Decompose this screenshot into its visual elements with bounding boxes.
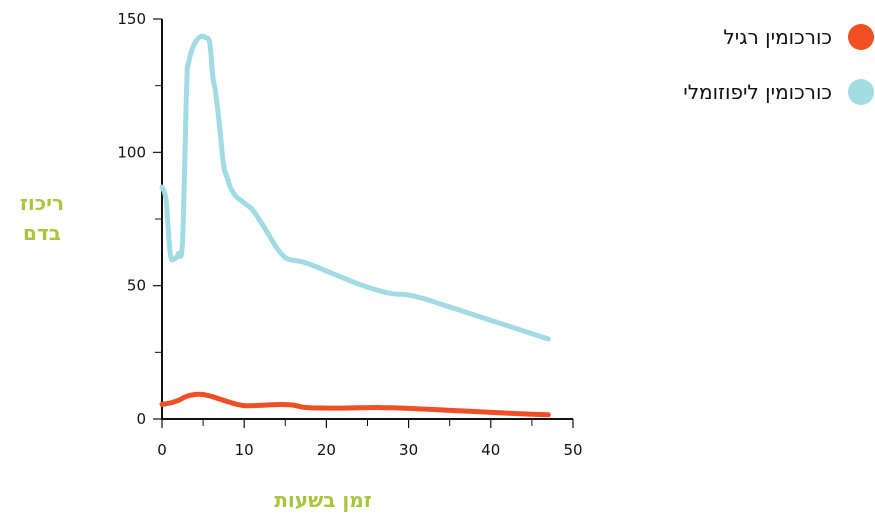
legend-marker-liposomal: [848, 79, 874, 105]
y-axis-title-line-1: ריכוז: [20, 191, 64, 215]
x-axis-title: זמן בשעות: [274, 488, 372, 512]
y-tick-label: 150: [117, 10, 146, 28]
plot-area: 0 10 20 30 40 50 0 50 100 150: [117, 10, 582, 459]
legend-label-regular: כורכומין רגיל: [723, 25, 832, 49]
x-tick-label: 30: [399, 441, 418, 459]
y-tick-label: 0: [136, 410, 146, 428]
legend-label-liposomal: כורכומין ליפוזומלי: [683, 80, 832, 104]
y-tick-label: 100: [117, 143, 146, 161]
series-line-liposomal: [159, 33, 551, 342]
series-group: [159, 33, 551, 418]
y-tick-label: 50: [127, 277, 146, 295]
legend-item-regular[interactable]: כורכומין רגיל: [723, 24, 874, 50]
x-tick-label: 50: [563, 441, 582, 459]
x-tick-label: 0: [157, 441, 167, 459]
legend-marker-regular: [848, 24, 874, 50]
y-axis: 0 50 100 150: [117, 10, 163, 428]
x-tick-label: 10: [235, 441, 254, 459]
series-line-regular: [159, 391, 551, 418]
x-tick-label: 40: [481, 441, 500, 459]
legend: כורכומין רגיל כורכומין ליפוזומלי: [683, 24, 874, 105]
y-axis-title-line-2: בדם: [23, 221, 61, 245]
x-axis: 0 10 20 30 40 50: [157, 418, 583, 459]
legend-item-liposomal[interactable]: כורכומין ליפוזומלי: [683, 79, 874, 105]
x-tick-label: 20: [317, 441, 336, 459]
